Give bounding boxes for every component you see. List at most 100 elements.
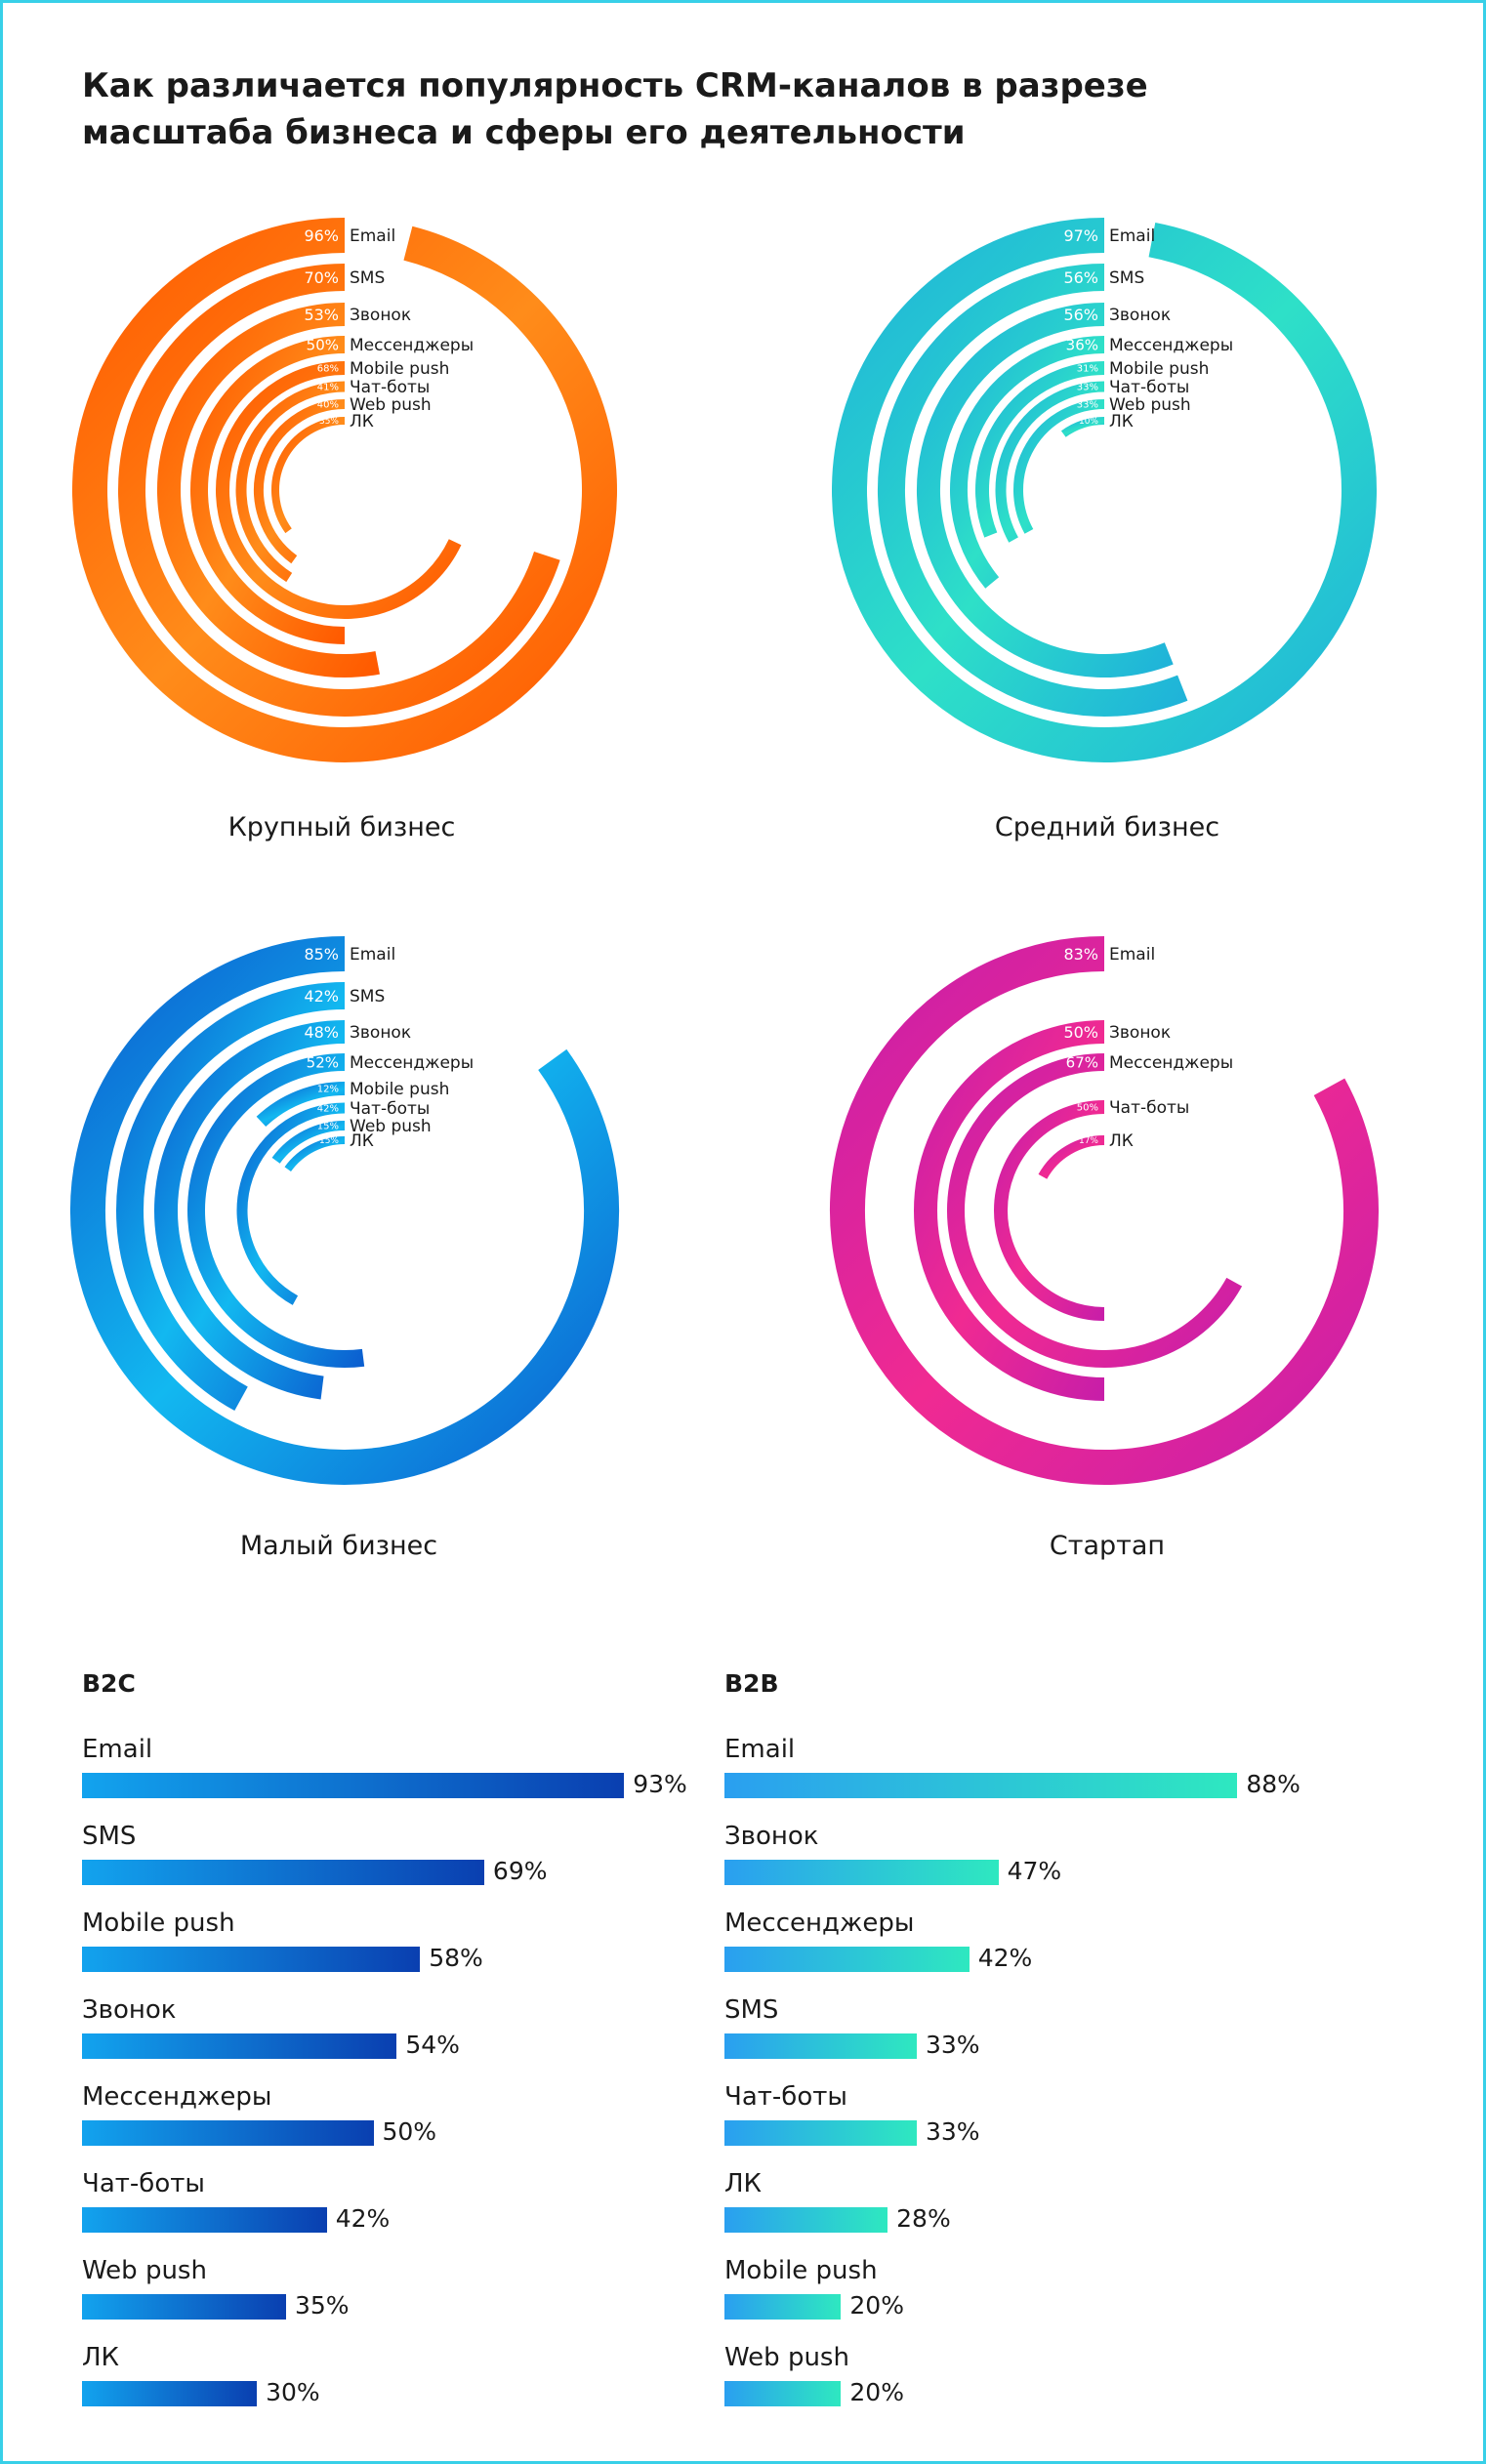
bar-category-label: Мессенджеры xyxy=(82,2082,272,2112)
radial-chart-label-large-business: Крупный бизнес xyxy=(227,812,456,842)
radial-category-label: Мессенджеры xyxy=(350,1053,474,1073)
bar-value-label: 93% xyxy=(633,1770,687,1798)
radial-bar-лк xyxy=(271,417,346,534)
bar-value-label: 42% xyxy=(335,2204,391,2233)
radial-chart-label-small-business: Малый бизнес xyxy=(239,1531,438,1561)
bar-value-label: 28% xyxy=(896,2204,951,2233)
bar-category-label: Чат-боты xyxy=(724,2082,847,2112)
radial-bar-лк xyxy=(284,1136,346,1172)
radial-category-label: Чат-боты xyxy=(1109,1098,1189,1118)
b2b-heading: B2B xyxy=(724,1669,779,1698)
radial-bar-лк xyxy=(1060,417,1105,437)
radial-bar-sms xyxy=(118,264,560,717)
radial-category-label: Web push xyxy=(350,1117,432,1136)
radial-category-label: Чат-боты xyxy=(350,378,430,397)
radial-value-label: 53% xyxy=(304,306,339,324)
radial-bar-web-push xyxy=(1013,399,1105,534)
bar-category-label: Mobile push xyxy=(724,2256,878,2285)
bar xyxy=(724,2120,917,2146)
bar-category-label: Web push xyxy=(82,2256,207,2285)
radial-category-label: ЛК xyxy=(350,1131,374,1151)
radial-value-label: 36% xyxy=(1066,336,1098,353)
radial-bar-звонок xyxy=(914,1020,1105,1401)
radial-bar-звонок xyxy=(154,1020,346,1400)
radial-category-label: Mobile push xyxy=(350,359,449,379)
bar xyxy=(724,1773,1238,1798)
radial-category-label: Mobile push xyxy=(1109,359,1209,379)
radial-value-label: 41% xyxy=(317,383,339,393)
bar xyxy=(724,1860,999,1885)
bar-category-label: Mobile push xyxy=(82,1909,235,1938)
radial-category-label: Чат-боты xyxy=(1109,378,1189,397)
radial-value-label: 85% xyxy=(304,945,339,964)
bar-category-label: ЛК xyxy=(82,2343,120,2372)
page-title: Как различается популярность CRM-каналов… xyxy=(82,62,1156,156)
radial-chart-small-business: 85% Email 42% SMS 48% Звонок 52% Мессенджеры 12%… xyxy=(70,936,619,1485)
radial-bar-чат-боты xyxy=(994,1100,1105,1321)
radial-bar-мессенджеры xyxy=(190,336,346,644)
radial-value-label: 15% xyxy=(319,1136,339,1146)
radial-bar-mobile-push xyxy=(216,361,462,619)
bar xyxy=(82,1773,625,1798)
radial-bar-чат-боты xyxy=(995,381,1105,543)
page-title-line2: масштаба бизнеса и сферы его деятельност… xyxy=(82,113,966,152)
radial-bar-мессенджеры xyxy=(187,1053,365,1368)
radial-category-label: Мессенджеры xyxy=(350,336,474,355)
radial-bar-sms xyxy=(116,982,346,1412)
radial-chart-startup: 83% Email 50% Звонок 67% Мессенджеры 50% Чат-бо… xyxy=(830,936,1379,1485)
radial-value-label: 35% xyxy=(319,417,339,427)
radial-value-label: 68% xyxy=(317,364,339,375)
radial-value-label: 67% xyxy=(1066,1053,1098,1071)
bar-value-label: 69% xyxy=(492,1857,548,1885)
radial-category-label: Чат-боты xyxy=(350,1099,430,1119)
radial-bar-web-push xyxy=(254,399,346,564)
page-title-line1: Как различается популярность CRM-каналов… xyxy=(82,66,1148,105)
radial-category-label: ЛК xyxy=(1109,412,1134,431)
radial-chart-label-startup: Стартап xyxy=(1049,1531,1166,1561)
radial-chart-large-business: 96% Email 70% SMS 53% Звонок 50% Мессенджеры 68%… xyxy=(72,218,617,762)
bar-value-label: 54% xyxy=(405,2031,460,2059)
radial-bar-email xyxy=(832,218,1377,762)
bar xyxy=(724,1947,970,1972)
radial-category-label: ЛК xyxy=(350,412,374,431)
radial-category-label: SMS xyxy=(1109,268,1144,288)
bar-value-label: 35% xyxy=(294,2291,350,2320)
radial-value-label: 56% xyxy=(1063,268,1098,287)
radial-category-label: Email xyxy=(1109,226,1155,246)
bar xyxy=(724,2033,917,2059)
bar xyxy=(82,1860,484,1885)
radial-bar-web-push xyxy=(271,1121,346,1164)
bar xyxy=(724,2294,842,2320)
radial-category-label: Звонок xyxy=(350,306,411,325)
bar xyxy=(82,1947,421,1972)
radial-value-label: 56% xyxy=(1063,306,1098,324)
bar-category-label: Мессенджеры xyxy=(724,1909,915,1938)
radial-value-label: 70% xyxy=(304,268,339,287)
radial-value-label: 50% xyxy=(307,336,339,353)
bar-value-label: 50% xyxy=(382,2117,437,2146)
radial-bar-mobile-push xyxy=(256,1082,346,1128)
bar-category-label: Email xyxy=(724,1735,796,1764)
bar xyxy=(82,2381,258,2406)
bar xyxy=(82,2120,374,2146)
bar-value-label: 88% xyxy=(1246,1770,1300,1798)
radial-chart-medium-business: 97% Email 56% SMS 56% Звонок 36% Мессенджеры 31%… xyxy=(832,218,1377,762)
radial-category-label: Email xyxy=(1109,945,1155,965)
radial-value-label: 50% xyxy=(1063,1023,1098,1042)
bar-category-label: SMS xyxy=(82,1822,137,1851)
radial-category-label: SMS xyxy=(350,268,385,288)
radial-value-label: 40% xyxy=(317,400,339,411)
radial-value-label: 42% xyxy=(317,1104,339,1115)
radial-bar-звонок xyxy=(917,303,1174,678)
radial-value-label: 50% xyxy=(1077,1103,1098,1114)
radial-bar-лк xyxy=(1038,1135,1105,1179)
radial-category-label: Мессенджеры xyxy=(1109,336,1233,355)
radial-value-label: 96% xyxy=(304,226,339,245)
radial-bar-email xyxy=(70,936,619,1485)
radial-bar-sms xyxy=(878,264,1188,717)
radial-value-label: 33% xyxy=(1077,400,1098,411)
bar-category-label: Web push xyxy=(724,2343,849,2372)
radial-value-label: 52% xyxy=(307,1053,339,1071)
radial-bar-email xyxy=(830,936,1379,1485)
